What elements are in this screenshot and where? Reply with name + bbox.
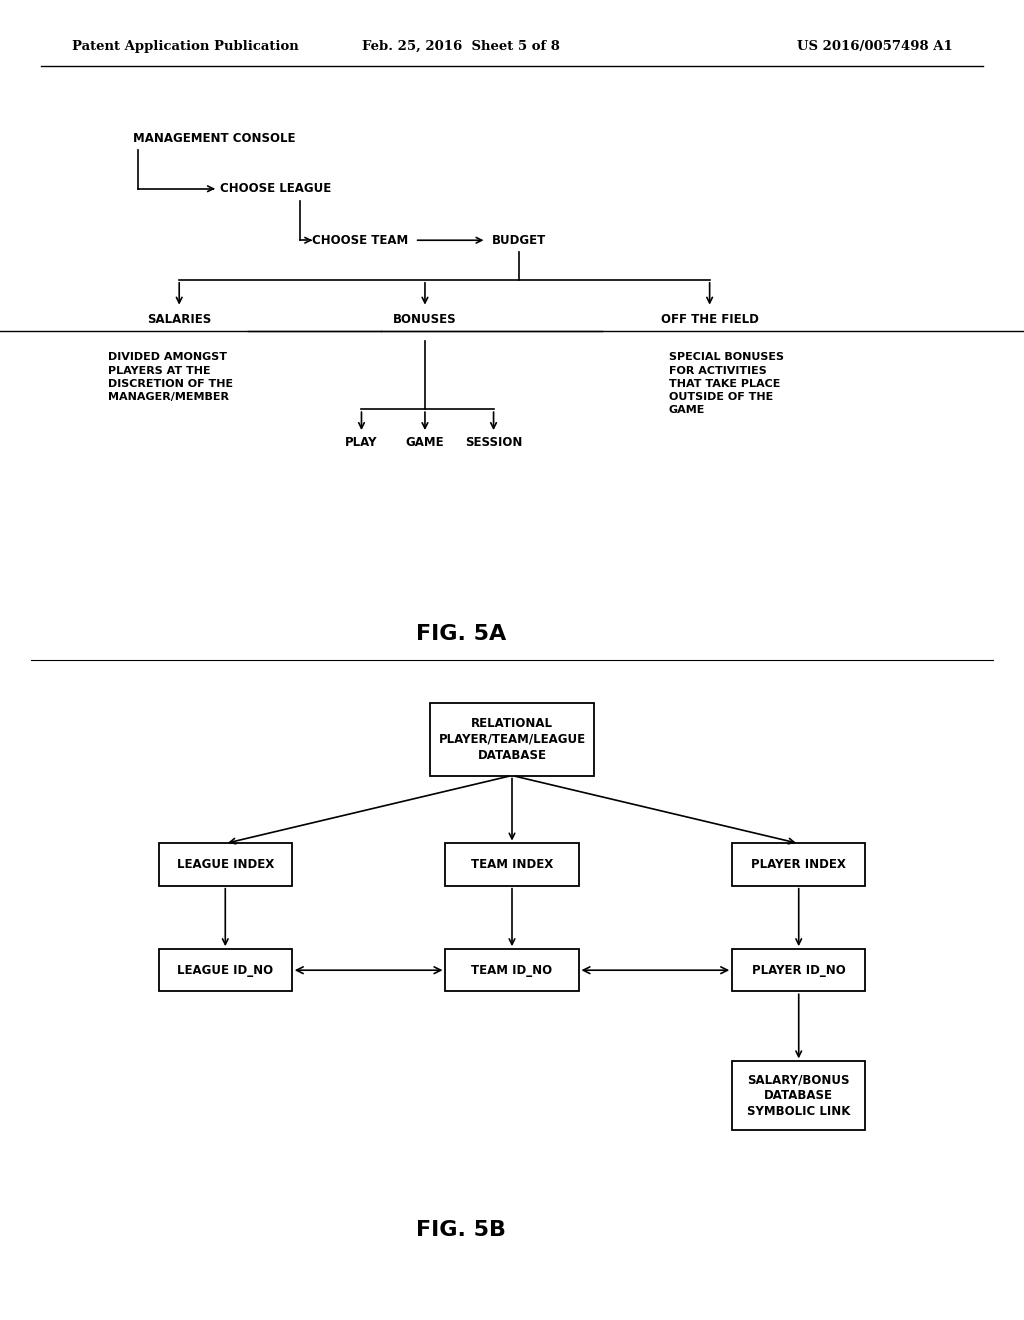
Text: TEAM INDEX: TEAM INDEX: [471, 858, 553, 871]
Text: PLAY: PLAY: [345, 436, 378, 449]
Text: GAME: GAME: [406, 436, 444, 449]
Text: BUDGET: BUDGET: [492, 234, 546, 247]
Text: SALARY/BONUS
DATABASE
SYMBOLIC LINK: SALARY/BONUS DATABASE SYMBOLIC LINK: [748, 1073, 850, 1118]
Text: LEAGUE INDEX: LEAGUE INDEX: [177, 858, 273, 871]
Text: BONUSES: BONUSES: [393, 313, 457, 326]
FancyBboxPatch shape: [445, 843, 579, 886]
FancyBboxPatch shape: [445, 949, 579, 991]
Text: CHOOSE TEAM: CHOOSE TEAM: [312, 234, 409, 247]
Text: RELATIONAL
PLAYER/TEAM/LEAGUE
DATABASE: RELATIONAL PLAYER/TEAM/LEAGUE DATABASE: [438, 717, 586, 762]
FancyBboxPatch shape: [159, 949, 292, 991]
Text: MANAGEMENT CONSOLE: MANAGEMENT CONSOLE: [133, 132, 296, 145]
FancyBboxPatch shape: [732, 949, 865, 991]
FancyBboxPatch shape: [159, 843, 292, 886]
Text: DIVIDED AMONGST
PLAYERS AT THE
DISCRETION OF THE
MANAGER/MEMBER: DIVIDED AMONGST PLAYERS AT THE DISCRETIO…: [108, 352, 232, 403]
FancyBboxPatch shape: [732, 1061, 865, 1130]
Text: SPECIAL BONUSES
FOR ACTIVITIES
THAT TAKE PLACE
OUTSIDE OF THE
GAME: SPECIAL BONUSES FOR ACTIVITIES THAT TAKE…: [669, 352, 783, 416]
FancyBboxPatch shape: [732, 843, 865, 886]
Text: CHOOSE LEAGUE: CHOOSE LEAGUE: [220, 182, 332, 195]
Text: PLAYER INDEX: PLAYER INDEX: [752, 858, 846, 871]
Text: Patent Application Publication: Patent Application Publication: [72, 40, 298, 53]
FancyBboxPatch shape: [430, 704, 594, 776]
Text: US 2016/0057498 A1: US 2016/0057498 A1: [797, 40, 952, 53]
Text: OFF THE FIELD: OFF THE FIELD: [660, 313, 759, 326]
Text: LEAGUE ID_NO: LEAGUE ID_NO: [177, 964, 273, 977]
Text: PLAYER ID_NO: PLAYER ID_NO: [752, 964, 846, 977]
Text: FIG. 5A: FIG. 5A: [416, 623, 506, 644]
Text: Feb. 25, 2016  Sheet 5 of 8: Feb. 25, 2016 Sheet 5 of 8: [361, 40, 560, 53]
Text: TEAM ID_NO: TEAM ID_NO: [471, 964, 553, 977]
Text: SALARIES: SALARIES: [147, 313, 211, 326]
Text: FIG. 5B: FIG. 5B: [416, 1220, 506, 1241]
Text: SESSION: SESSION: [465, 436, 522, 449]
